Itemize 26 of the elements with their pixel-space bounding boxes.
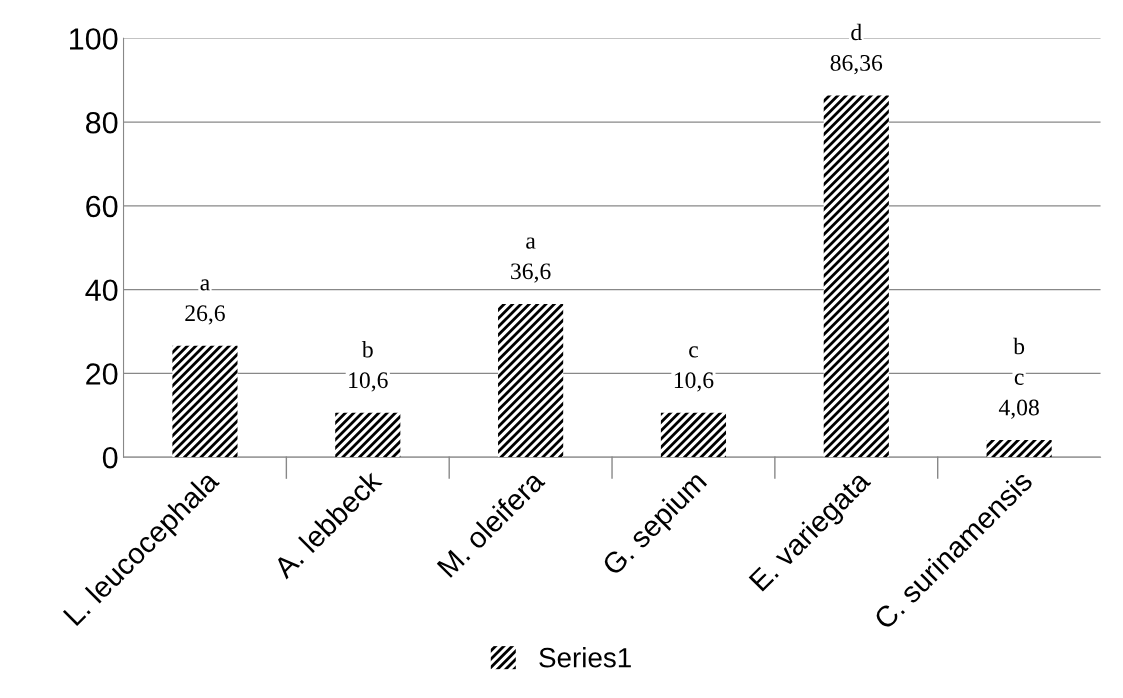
data-label: 4,08 bbox=[998, 399, 1039, 419]
annotation: d bbox=[851, 23, 862, 41]
data-label: 26,6 bbox=[185, 305, 225, 325]
bar bbox=[986, 440, 1052, 458]
bar bbox=[335, 412, 401, 458]
annotation: c bbox=[1014, 373, 1024, 385]
data-label: 10,6 bbox=[674, 372, 714, 392]
y-tick-label: 60 bbox=[86, 195, 118, 218]
annotation: a bbox=[526, 237, 536, 249]
y-tick-label: 100 bbox=[70, 28, 118, 50]
annotation: b bbox=[361, 340, 373, 358]
annotation: c bbox=[689, 346, 698, 358]
bar bbox=[823, 95, 889, 458]
y-tick-label: 80 bbox=[86, 111, 118, 134]
data-label: 86,36 bbox=[830, 54, 883, 75]
legend-label: Series1 bbox=[539, 647, 631, 668]
annotation: a bbox=[200, 279, 210, 291]
y-tick-label: 0 bbox=[102, 446, 118, 469]
data-label: 10,6 bbox=[349, 372, 388, 392]
bar bbox=[660, 412, 727, 458]
y-tick-label: 40 bbox=[85, 279, 118, 302]
bar bbox=[172, 345, 238, 458]
y-tick-label: 20 bbox=[86, 363, 118, 385]
bar bbox=[498, 303, 564, 458]
data-label: 36,6 bbox=[511, 263, 551, 283]
annotation: b bbox=[1013, 337, 1025, 355]
